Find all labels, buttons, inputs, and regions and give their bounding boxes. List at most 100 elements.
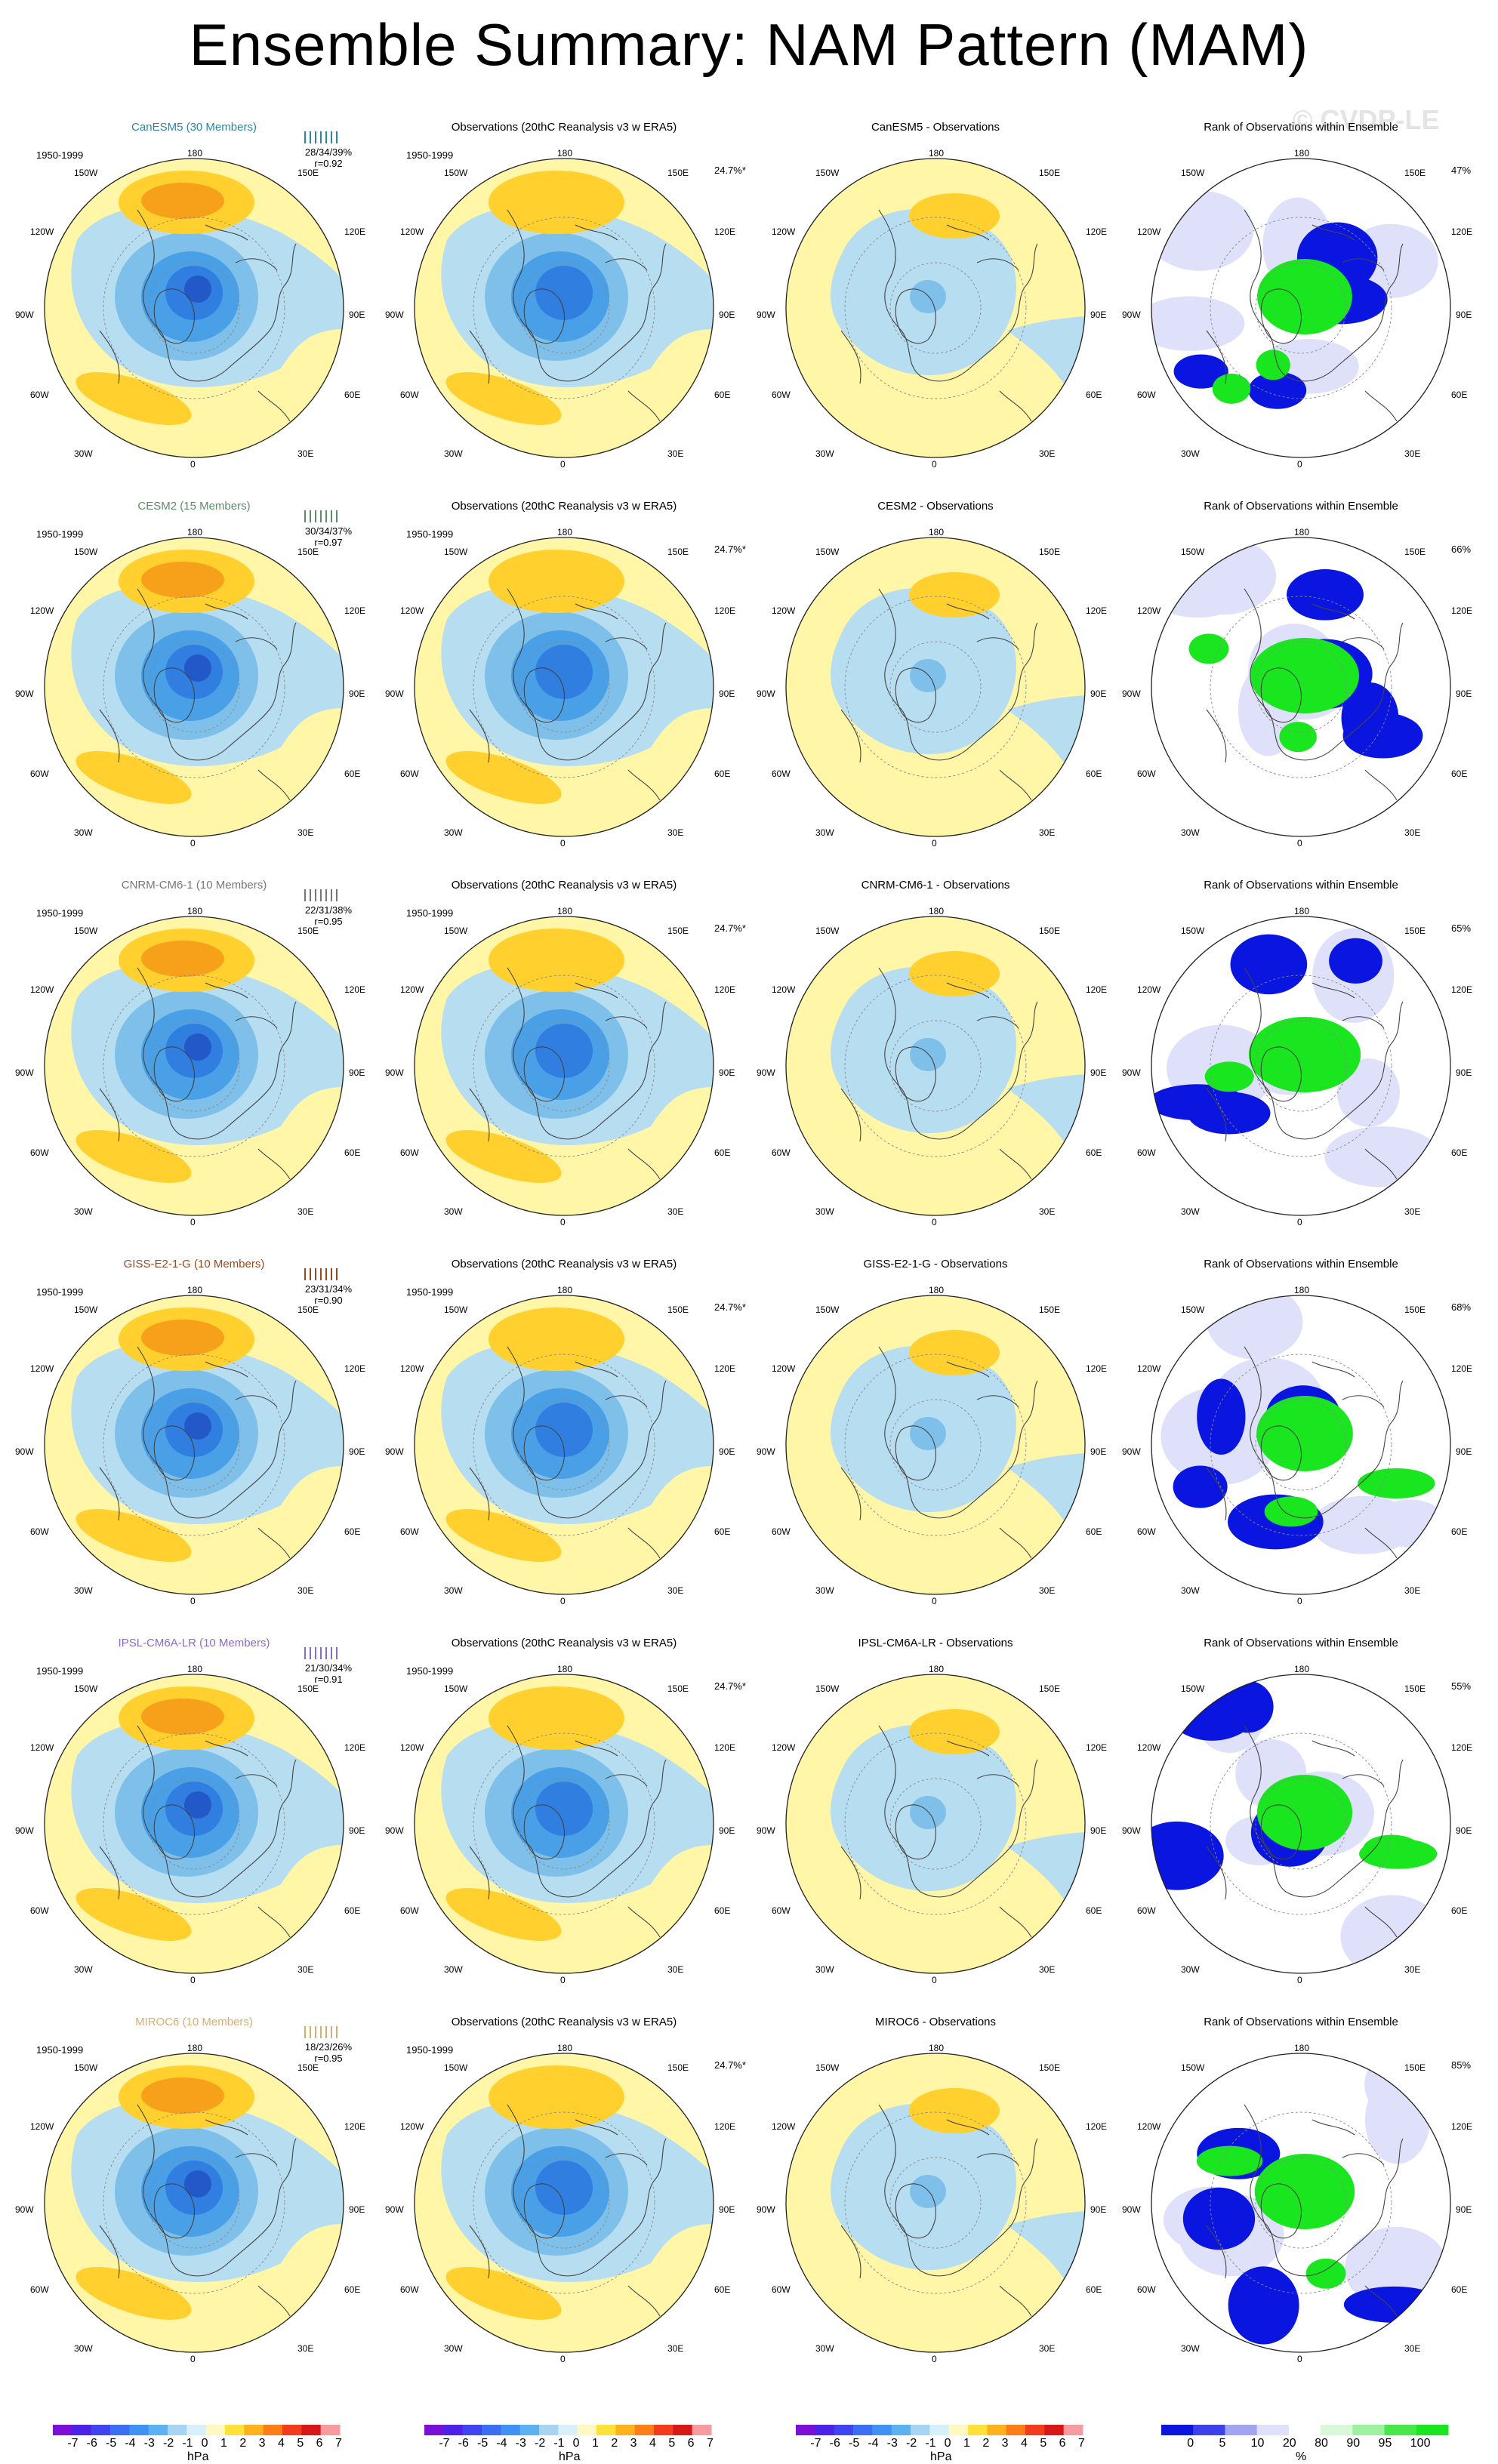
rank-very-high-area (1196, 2145, 1263, 2176)
positive-anomaly (141, 941, 224, 977)
longitude-label: 60E (714, 2284, 731, 2295)
positive-anomaly (76, 1130, 192, 1183)
rank-very-low-area (1342, 713, 1423, 759)
longitude-label: 30W (1181, 1585, 1200, 1596)
longitude-label: 90E (719, 2204, 735, 2215)
longitude-label: 60W (1137, 390, 1156, 400)
longitude-label: 60E (344, 768, 361, 779)
longitude-label: 60E (344, 1147, 361, 1158)
latitude-rings (844, 1354, 1027, 1536)
pattern-stats: 28/34/39% r=0.92 (287, 146, 370, 169)
negative-anomaly (1007, 1073, 1085, 1179)
longitude-label: 120W (772, 984, 796, 995)
longitude-label: 180 (929, 1664, 945, 1674)
map-outline (1151, 1295, 1451, 1595)
positive-anomaly (909, 1330, 1000, 1375)
colorbar-tick-label: 4 (1021, 2437, 1028, 2450)
positive-anomaly (909, 951, 1000, 996)
rank-very-high-area (1188, 633, 1229, 664)
longitude-label: 0 (560, 1596, 566, 1606)
longitude-label: 30W (74, 2343, 93, 2354)
rank-low-area (1151, 190, 1254, 271)
colorbar-swatch (596, 2425, 616, 2435)
stats-correlation: r=0.95 (314, 2053, 343, 2064)
colorbar-tick-label: 5 (668, 2437, 676, 2450)
longitude-label: 90E (1090, 688, 1107, 699)
longitude-label: 150E (1404, 2062, 1426, 2073)
longitude-label: 120W (30, 226, 54, 237)
difference-map: CESM2 - Observations 180 0 90W 90E 150W 120W 60… (751, 483, 1120, 849)
difference-map: CNRM-CM6-1 - Observations 180 0 90W 90E 150W 1… (751, 862, 1120, 1227)
latitude-rings (1210, 1732, 1392, 1915)
positive-anomaly (489, 171, 624, 234)
longitude-label: 120E (1451, 605, 1473, 616)
longitude-label: 120W (30, 605, 54, 616)
colorbar-tick-label: 0 (1187, 2437, 1194, 2450)
coastlines (469, 2104, 667, 2317)
coastlines (840, 967, 1038, 1180)
colorbar-swatch (948, 2425, 969, 2435)
latitude-rings (844, 596, 1027, 778)
positive-anomaly (909, 572, 1000, 618)
longitude-label: 120W (30, 1742, 54, 1753)
stats-correlation: r=0.95 (314, 916, 343, 927)
negative-anomaly (184, 276, 211, 303)
colorbar-swatch (634, 2425, 655, 2435)
longitude-label: 90E (349, 2204, 365, 2215)
longitude-label: 90E (719, 1446, 735, 1457)
map-outline (785, 1295, 1086, 1595)
longitude-label: 180 (557, 1664, 573, 1674)
longitude-label: 90W (15, 1446, 34, 1457)
colorbar-tick-label: 1 (963, 2437, 970, 2450)
colorbar-swatch (834, 2425, 854, 2435)
period-label: 1950-1999 (36, 907, 84, 919)
longitude-label: 150W (444, 926, 468, 936)
map-outline (44, 537, 344, 837)
map-outline (1151, 2053, 1451, 2353)
longitude-label: 150W (444, 1683, 468, 1694)
coastlines (1206, 967, 1404, 1180)
longitude-label: 60W (30, 1526, 49, 1537)
longitude-label: 180 (929, 906, 945, 916)
longitude-label: 0 (932, 838, 937, 849)
colorbar-tick-label: -5 (849, 2437, 860, 2450)
map-outline (44, 1295, 344, 1595)
longitude-label: 30E (667, 1206, 684, 1217)
longitude-label: 120W (1137, 605, 1161, 616)
colorbar-swatch (1006, 2425, 1026, 2435)
longitude-label: 120E (714, 1742, 736, 1753)
longitude-label: 120W (1137, 2121, 1161, 2132)
longitude-label: 30W (815, 2343, 834, 2354)
longitude-label: 150E (297, 1683, 319, 1694)
coastlines (99, 1725, 297, 1938)
colorbar-tick-label: 95 (1378, 2437, 1392, 2450)
colorbar-swatch (1044, 2425, 1065, 2435)
rank-very-low-area (1343, 2286, 1444, 2323)
member-ticks (304, 131, 338, 143)
longitude-label: 150E (667, 168, 689, 178)
model-map: MIROC6 (10 Members) 1950-1999 18/23/26% r=0… (9, 1999, 379, 2364)
colorbar-swatch (72, 2425, 92, 2435)
longitude-label: 30E (667, 827, 684, 838)
period-label: 1950-1999 (36, 149, 84, 161)
negative-anomaly (1007, 2210, 1085, 2316)
rank-very-low-area (1173, 354, 1228, 389)
longitude-label: 90E (349, 1825, 365, 1836)
colorbar-tick-label: 6 (1059, 2437, 1066, 2450)
longitude-label: 90W (385, 310, 404, 320)
longitude-label: 60E (1086, 1905, 1102, 1916)
longitude-label: 30E (1404, 448, 1421, 459)
hpa-colorbar: -7 -6 -5 -4 -3 -2 -1 0 1 2 3 4 5 6 7 hPa (796, 2423, 1113, 2463)
positive-anomaly (445, 372, 562, 425)
colorbar-swatch (911, 2425, 930, 2435)
longitude-label: 30W (444, 448, 463, 459)
positive-anomaly (489, 2065, 624, 2129)
longitude-label: 30E (1404, 827, 1421, 838)
rank-very-high-area (1256, 1396, 1353, 1471)
longitude-label: 30W (815, 1585, 834, 1596)
longitude-label: 30W (74, 827, 93, 838)
longitude-label: 60W (1137, 768, 1156, 779)
longitude-label: 30E (667, 1964, 684, 1975)
colorbar-swatch (615, 2425, 636, 2435)
longitude-label: 150E (297, 168, 319, 178)
